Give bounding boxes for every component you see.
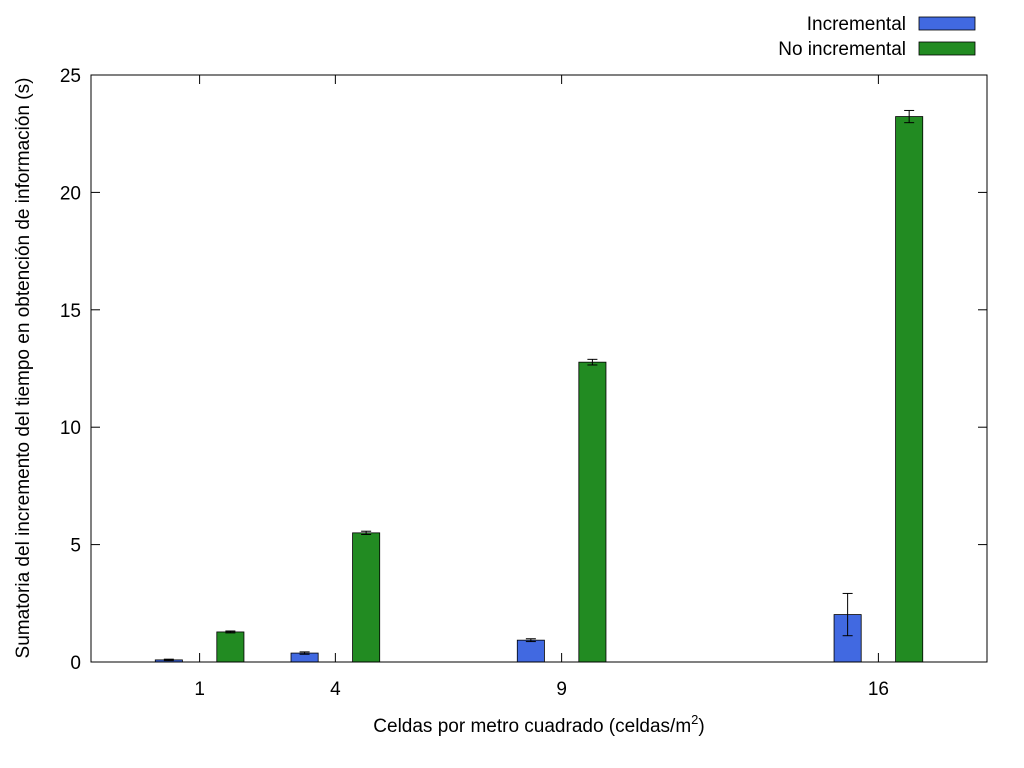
x-tick-label: 4 [330,679,341,700]
y-tick-label: 25 [60,66,81,87]
legend-label-incremental: Incremental [807,14,906,35]
y-tick-label: 10 [60,418,81,439]
bars-layer [154,109,924,663]
legend: Incremental No incremental [778,14,976,60]
legend-swatch-no-incremental [918,41,976,56]
x-tick-label: 1 [194,679,205,700]
legend-swatch-incremental [918,16,976,31]
bar-incremental-9 [516,639,545,663]
y-tick-label: 5 [70,536,81,557]
y-tick-label: 15 [60,301,81,322]
x-tick-label: 9 [556,679,567,700]
y-tick-label: 0 [70,653,81,674]
ticks-layer: 0 5 10 15 20 25 1 4 9 16 [60,66,987,700]
plot-frame [90,74,988,663]
y-axis-label: Sumatoria del incremento del tiempo en o… [13,78,34,659]
legend-label-no-incremental: No incremental [778,39,906,60]
bar-no-incremental-4 [352,532,381,663]
x-axis-label: Celdas por metro cuadrado (celdas/m2) [373,712,704,737]
bar-no-incremental-9 [578,361,607,663]
bar-no-incremental-16 [895,116,924,663]
x-axis-label-main: Celdas por metro cuadrado (celdas/m [373,716,691,737]
y-tick-label: 20 [60,183,81,204]
x-tick-label: 16 [868,679,889,700]
bar-no-incremental-1 [216,631,245,663]
x-axis-label-superscript: 2 [691,712,698,727]
x-axis-label-end: ) [698,716,704,737]
